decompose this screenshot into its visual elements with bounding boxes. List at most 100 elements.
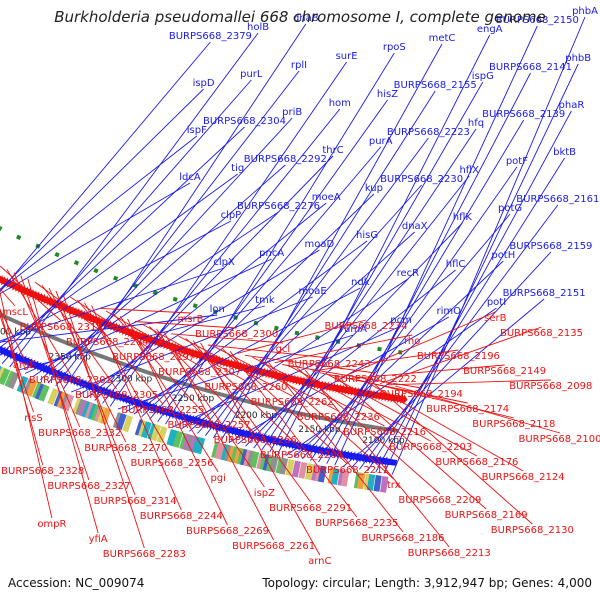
forward-gene-leader-line (0, 89, 204, 339)
reverse-gene-label: BURPS668_2255 (121, 405, 204, 416)
forward-gene-label: metC (429, 33, 456, 44)
forward-gene-label: potI (487, 297, 506, 308)
gc-marker (193, 303, 198, 308)
reverse-gene-label: BURPS668_2135 (500, 328, 583, 339)
forward-gene-label: moaE (298, 286, 326, 297)
reverse-gene-label: BURPS668_2300 (195, 329, 278, 340)
forward-gene-label: ldcA (179, 172, 201, 183)
forward-gene-label: hflC (446, 259, 466, 270)
reverse-gene-label: BURPS668_2194 (380, 389, 463, 400)
reverse-gene-label: BURPS668_2130 (491, 525, 574, 536)
reverse-gene-label: BURPS668_2176 (435, 457, 518, 468)
forward-gene-leader-line (10, 33, 258, 367)
gc-marker (0, 226, 2, 231)
reverse-gene-leader-line (14, 273, 80, 428)
reverse-gene-label: BURPS668_2314 (94, 496, 177, 507)
forward-gene-label: pncA (259, 248, 284, 259)
forward-gene-label: ndk (351, 277, 370, 288)
reverse-gene-label: BURPS668_2169 (445, 510, 528, 521)
reverse-gene-label: BURPS668_2301 (29, 375, 112, 386)
reverse-gene-leader-line (149, 327, 255, 435)
forward-gene-label: BURPS668_2230 (380, 174, 463, 185)
forward-gene-label: hflK (453, 212, 473, 223)
forward-gene-label: dnaX (402, 221, 428, 232)
forward-gene-label: surE (336, 51, 358, 62)
forward-gene-label: kup (365, 183, 383, 194)
reverse-gene-label: BURPS668_2234 (324, 321, 407, 332)
genome-summary-text: Topology: circular; Length: 3,912,947 bp… (262, 576, 592, 590)
forward-gene-label: BURPS668_2223 (387, 127, 470, 138)
reverse-gene-label: BURPS668_2100 (518, 434, 600, 445)
forward-gene-label: BURPS668_2379 (169, 31, 252, 42)
reverse-gene-label: BURPS668_2283 (103, 549, 186, 560)
forward-gene-label: purL (240, 69, 263, 80)
forward-gene-label: BURPS668_2161 (516, 194, 599, 205)
forward-gene-label: BURPS668_2292 (244, 154, 327, 165)
reverse-gene-label: BURPS668_2257 (167, 420, 250, 431)
forward-gene-label: recR (397, 268, 420, 279)
kbp-tick-label: 2250 kbp (172, 394, 215, 404)
forward-gene-label: bktB (553, 147, 576, 158)
reverse-gene-label: pgi (210, 473, 225, 484)
gc-marker (74, 260, 79, 265)
forward-gene-label: clpX (213, 257, 235, 268)
reverse-gene-label: ompR (37, 519, 66, 530)
forward-gene-label: tmk (255, 295, 275, 306)
gc-marker (113, 276, 118, 281)
reverse-gene-label: BURPS668_2213 (408, 548, 491, 559)
gc-marker (377, 347, 382, 352)
forward-gene-label: BURPS668_2276 (237, 201, 320, 212)
forward-gene-label: rpoS (383, 42, 406, 53)
accession-text: Accession: NC_009074 (8, 576, 144, 590)
gc-marker (173, 297, 178, 302)
forward-gene-label: BURPS668_2139 (482, 109, 565, 120)
reverse-gene-label: BURPS668_2149 (463, 366, 546, 377)
reverse-gene-label: BURPS668_2235 (315, 518, 398, 529)
reverse-gene-label: BURPS668_2256 (130, 458, 213, 469)
reverse-gene-label: yfiA (89, 534, 108, 545)
reverse-gene-label: risS (24, 413, 42, 424)
reverse-gene-label: BURPS668_2260 (204, 382, 287, 393)
reverse-gene-label: BURPS668_2203 (389, 442, 472, 453)
forward-gene-label: lon (210, 304, 225, 315)
forward-gene-label: ispF (187, 125, 207, 136)
forward-gene-label: hom (329, 98, 351, 109)
reverse-gene-label: BURPS668_2291 (269, 503, 352, 514)
reverse-gene-label: msrB (178, 314, 204, 325)
reverse-gene-label: BURPS668_2327 (47, 481, 130, 492)
reverse-gene-label: serB (484, 313, 506, 324)
forward-gene-label: purA (369, 136, 393, 147)
reverse-gene-label: BURPS668_2124 (482, 472, 565, 483)
forward-gene-label: clpP (221, 210, 242, 221)
forward-gene-label: BURPS668_2159 (509, 241, 592, 252)
forward-gene-label: BURPS668_2304 (203, 116, 286, 127)
reverse-gene-label: BURPS668_2264 (260, 450, 343, 461)
forward-gene-label: BURPS668_2141 (489, 62, 572, 73)
reverse-gene-label: BURPS668_2098 (509, 381, 592, 392)
reverse-gene-label: BURPS668_2244 (140, 511, 223, 522)
reverse-gene-label: BURPS668_2174 (426, 404, 509, 415)
forward-gene-label: rimO (437, 306, 462, 317)
forward-gene-label: hisZ (377, 89, 398, 100)
forward-gene-label: potH (491, 250, 515, 261)
forward-gene-label: tig (231, 163, 244, 174)
forward-gene-label: potF (506, 156, 528, 167)
reverse-gene-label: BURPS668_2186 (361, 533, 444, 544)
forward-gene-leader-line (0, 42, 210, 343)
map-title: Burkholderia pseudomallei 668 chromosome… (0, 8, 600, 26)
reverse-gene-label: BURPS668_2305 (75, 390, 158, 401)
forward-gene-label: moaD (305, 239, 335, 250)
reverse-gene-label: BURPS668_2270 (84, 443, 167, 454)
reverse-gene-label: BURPS668_2269 (186, 526, 269, 537)
gc-marker (93, 268, 98, 273)
reverse-gene-label: BURPS668_2328 (1, 466, 84, 477)
reverse-gene-label: ispZ (254, 488, 275, 499)
gc-marker (54, 252, 59, 257)
forward-gene-label: BURPS668_2151 (503, 288, 586, 299)
forward-gene-label: potG (498, 203, 522, 214)
reverse-gene-label: mscL (2, 307, 28, 318)
reverse-gene-label: arnC (308, 556, 331, 567)
gc-marker (16, 235, 21, 240)
forward-gene-label: BURPS668_2155 (394, 80, 477, 91)
